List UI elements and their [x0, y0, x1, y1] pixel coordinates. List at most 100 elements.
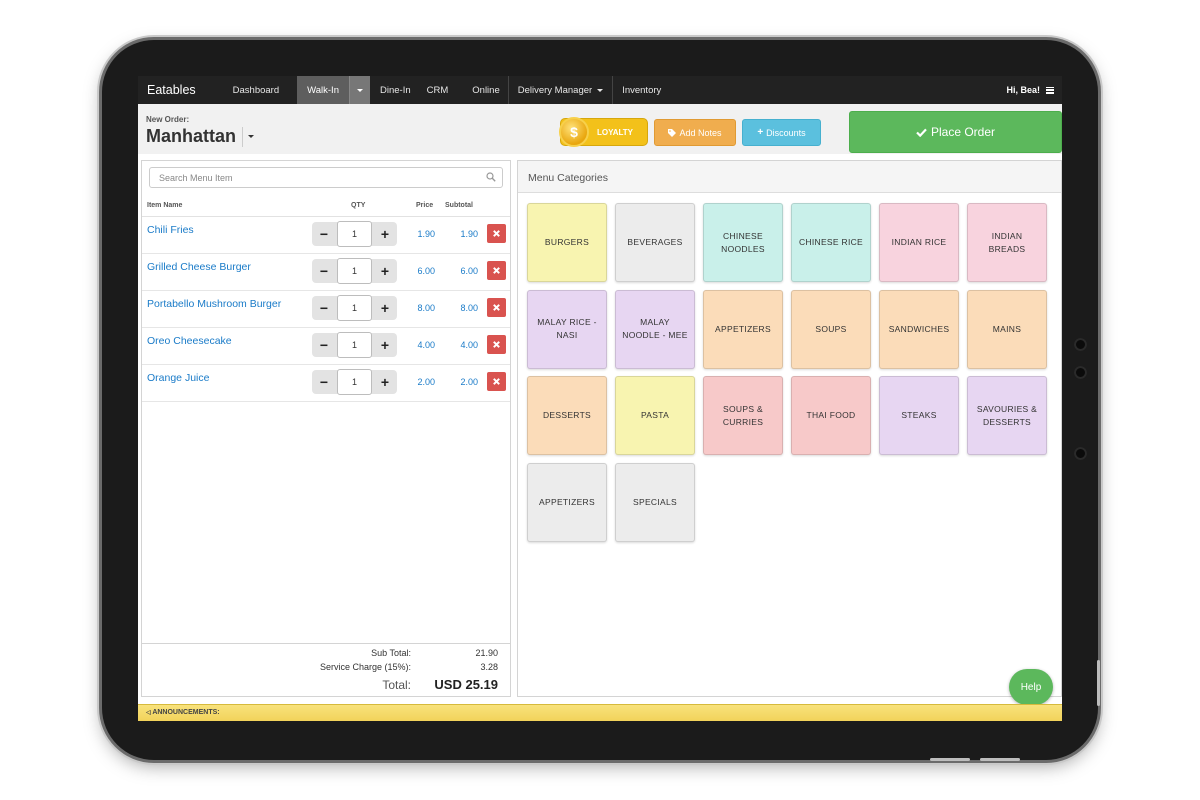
- location-name: Manhattan: [146, 126, 236, 146]
- order-table-header: Item Name QTY Price Subtotal: [142, 199, 510, 217]
- qty-input[interactable]: 1: [337, 221, 372, 247]
- quantity-stepper: −1 +: [312, 295, 397, 321]
- hamburger-menu-icon[interactable]: [1046, 86, 1054, 94]
- increase-qty-button[interactable]: +: [380, 226, 390, 242]
- camera-dot: [1074, 447, 1087, 460]
- add-notes-label: Add Notes: [679, 127, 722, 138]
- item-name-link[interactable]: Orange Juice: [147, 372, 210, 384]
- item-name-link[interactable]: Grilled Cheese Burger: [147, 261, 251, 273]
- item-price[interactable]: 6.00: [417, 266, 435, 276]
- menu-category-tile[interactable]: MALAY RICE - NASI: [527, 289, 607, 369]
- nav-divider: [507, 76, 509, 104]
- discounts-button[interactable]: + Discounts: [742, 119, 821, 146]
- brand-logo[interactable]: Eatables: [147, 83, 196, 97]
- menu-category-tile[interactable]: DESSERTS: [527, 376, 607, 455]
- decrease-qty-button[interactable]: −: [319, 263, 329, 279]
- qty-input[interactable]: 1: [337, 369, 372, 395]
- location-selector[interactable]: Manhattan: [146, 126, 254, 147]
- quantity-stepper: −1 +: [312, 221, 397, 247]
- help-button[interactable]: Help: [1009, 669, 1053, 705]
- menu-category-tile[interactable]: SOUPS: [791, 289, 871, 369]
- item-name-link[interactable]: Chili Fries: [147, 224, 194, 236]
- increase-qty-button[interactable]: +: [380, 374, 390, 390]
- menu-category-tile[interactable]: STEAKS: [879, 376, 959, 455]
- close-icon: [493, 267, 500, 274]
- item-price[interactable]: 2.00: [417, 377, 435, 387]
- nav-inventory[interactable]: Inventory: [622, 84, 662, 96]
- order-row: Grilled Cheese Burger −1 +6.00 6.00: [142, 254, 510, 291]
- megaphone-icon: ◁: [146, 710, 151, 716]
- top-navbar: Eatables Dashboard Walk-In Dine-In CRM O…: [138, 76, 1062, 104]
- menu-category-tile[interactable]: INDIAN BREADS: [967, 203, 1047, 282]
- qty-input[interactable]: 1: [337, 295, 372, 321]
- search-icon[interactable]: [486, 172, 496, 182]
- nav-online[interactable]: Online: [472, 84, 500, 96]
- loyalty-label: LOYALTY: [596, 127, 633, 137]
- menu-category-tile[interactable]: SOUPS & CURRIES: [703, 376, 783, 455]
- increase-qty-button[interactable]: +: [380, 263, 390, 279]
- close-icon: [493, 378, 500, 385]
- item-price[interactable]: 4.00: [417, 340, 435, 350]
- search-input[interactable]: Search Menu Item: [149, 167, 503, 188]
- menu-category-tile[interactable]: BEVERAGES: [615, 203, 695, 282]
- tag-icon: [668, 128, 677, 137]
- menu-category-tile[interactable]: PASTA: [615, 376, 695, 455]
- quantity-stepper: −1 +: [312, 332, 397, 358]
- menu-category-tile[interactable]: THAI FOOD: [791, 376, 871, 455]
- walk-in-dropdown-toggle[interactable]: [349, 76, 370, 104]
- remove-item-button[interactable]: [487, 372, 506, 391]
- menu-category-tile[interactable]: SAVOURIES & DESSERTS: [967, 376, 1047, 455]
- menu-category-tile[interactable]: INDIAN RICE: [879, 203, 959, 282]
- decrease-qty-button[interactable]: −: [319, 374, 329, 390]
- nav-dashboard[interactable]: Dashboard: [232, 84, 280, 96]
- user-menu[interactable]: Hi, Bea!: [1006, 76, 1062, 104]
- item-name-link[interactable]: Portabello Mushroom Burger: [147, 298, 282, 310]
- location-dropdown-toggle[interactable]: [242, 126, 254, 147]
- qty-input[interactable]: 1: [337, 332, 372, 358]
- item-price[interactable]: 1.90: [417, 229, 435, 239]
- qty-input[interactable]: 1: [337, 258, 372, 284]
- increase-qty-button[interactable]: +: [380, 337, 390, 353]
- menu-category-tile[interactable]: MAINS: [967, 289, 1047, 369]
- remove-item-button[interactable]: [487, 335, 506, 354]
- place-order-label: Place Order: [930, 125, 996, 139]
- order-row: Orange Juice −1 +2.00 2.00: [142, 365, 510, 402]
- item-subtotal: 8.00: [460, 303, 478, 313]
- app-screen: Eatables Dashboard Walk-In Dine-In CRM O…: [138, 76, 1062, 721]
- user-greeting: Hi, Bea!: [1006, 85, 1040, 95]
- col-price: Price: [416, 202, 434, 209]
- item-subtotal: 1.90: [460, 229, 478, 239]
- menu-category-tile[interactable]: APPETIZERS: [527, 462, 607, 542]
- decrease-qty-button[interactable]: −: [319, 337, 329, 353]
- increase-qty-button[interactable]: +: [380, 300, 390, 316]
- nav-walk-in[interactable]: Walk-In: [297, 76, 349, 104]
- nav-divider: [612, 76, 614, 104]
- menu-category-tile[interactable]: SANDWICHES: [879, 289, 959, 369]
- nav-dine-in[interactable]: Dine-In: [380, 84, 411, 96]
- nav-crm[interactable]: CRM: [426, 84, 449, 96]
- close-icon: [493, 230, 500, 237]
- decrease-qty-button[interactable]: −: [319, 300, 329, 316]
- order-row: Portabello Mushroom Burger −1 +8.00 8.00: [142, 291, 510, 328]
- menu-category-tile[interactable]: CHINESE NOODLES: [703, 203, 783, 282]
- remove-item-button[interactable]: [487, 298, 506, 317]
- item-name-link[interactable]: Oreo Cheesecake: [147, 335, 232, 347]
- item-subtotal: 2.00: [460, 377, 478, 387]
- nav-delivery-manager[interactable]: Delivery Manager: [509, 76, 612, 104]
- place-order-button[interactable]: Place Order: [849, 111, 1062, 153]
- menu-category-tile[interactable]: CHINESE RICE: [791, 203, 871, 282]
- item-price[interactable]: 8.00: [417, 303, 435, 313]
- menu-category-tile[interactable]: SPECIALS: [615, 462, 695, 542]
- total-value: USD 25.19: [434, 677, 498, 692]
- menu-panel: Menu Categories BURGERS BEVERAGES CHINESE …: [517, 160, 1062, 697]
- menu-category-tile[interactable]: APPETIZERS: [703, 289, 783, 369]
- add-notes-button[interactable]: Add Notes: [654, 119, 736, 146]
- remove-item-button[interactable]: [487, 224, 506, 243]
- menu-category-tile[interactable]: MALAY NOODLE - MEE: [615, 289, 695, 369]
- tablet-bottom-button-2: [980, 758, 1020, 761]
- remove-item-button[interactable]: [487, 261, 506, 280]
- menu-category-tile[interactable]: BURGERS: [527, 203, 607, 282]
- decrease-qty-button[interactable]: −: [319, 226, 329, 242]
- loyalty-button[interactable]: $ LOYALTY: [559, 117, 648, 147]
- order-row: Oreo Cheesecake −1 +4.00 4.00: [142, 328, 510, 365]
